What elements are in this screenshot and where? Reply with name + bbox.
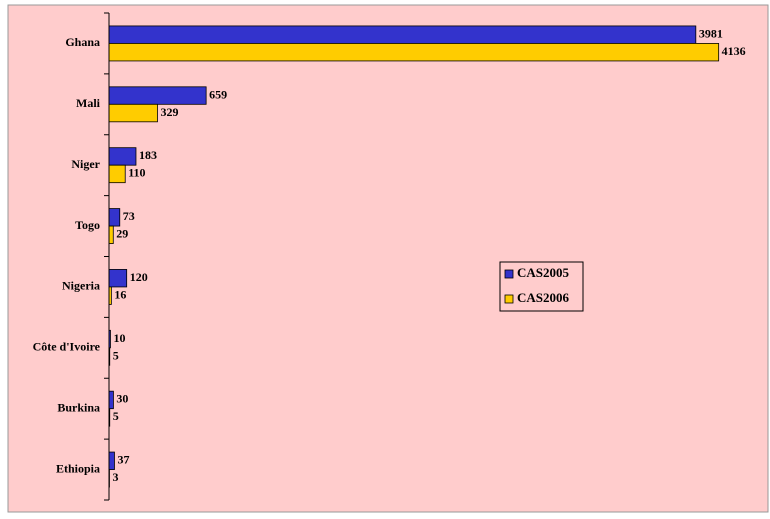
data-label: 183 xyxy=(139,148,157,162)
data-label: 10 xyxy=(113,331,125,345)
bar xyxy=(108,269,128,288)
data-label: 329 xyxy=(160,105,178,119)
bar xyxy=(108,103,158,123)
data-label: 30 xyxy=(116,392,128,406)
chart-background xyxy=(7,4,769,513)
y-tick-label: Mali xyxy=(76,96,101,110)
data-label: 73 xyxy=(123,209,135,223)
data-label: 29 xyxy=(116,227,128,241)
y-tick-label: Niger xyxy=(71,157,100,171)
data-label: 16 xyxy=(114,287,126,301)
data-label: 5 xyxy=(113,409,119,423)
bar xyxy=(108,390,114,410)
data-label: 3981 xyxy=(699,26,723,40)
data-label: 5 xyxy=(113,348,119,362)
bar xyxy=(108,25,697,44)
legend-label: CAS2006 xyxy=(517,290,570,305)
bar xyxy=(108,208,121,227)
legend-swatch xyxy=(504,294,514,304)
y-tick-label: Nigeria xyxy=(62,279,100,293)
data-label: 3 xyxy=(112,470,118,484)
data-label: 659 xyxy=(209,87,227,101)
y-tick-label: Burkina xyxy=(57,400,100,414)
bar xyxy=(108,164,126,184)
legend-label: CAS2005 xyxy=(517,265,570,280)
y-tick-label: Ethiopia xyxy=(56,461,100,475)
data-label: 4136 xyxy=(722,44,746,58)
bar xyxy=(108,86,207,105)
legend-box xyxy=(499,261,584,312)
bar xyxy=(108,147,137,166)
y-tick-label: Côte d'Ivoire xyxy=(33,340,101,354)
bar xyxy=(108,43,720,62)
data-label: 110 xyxy=(128,166,145,180)
y-tick-label: Ghana xyxy=(65,35,100,49)
data-label: 120 xyxy=(130,270,148,284)
legend-swatch xyxy=(504,269,514,279)
bar xyxy=(108,451,115,470)
data-label: 37 xyxy=(117,453,129,467)
y-tick-label: Togo xyxy=(75,218,100,232)
bar xyxy=(108,225,114,244)
